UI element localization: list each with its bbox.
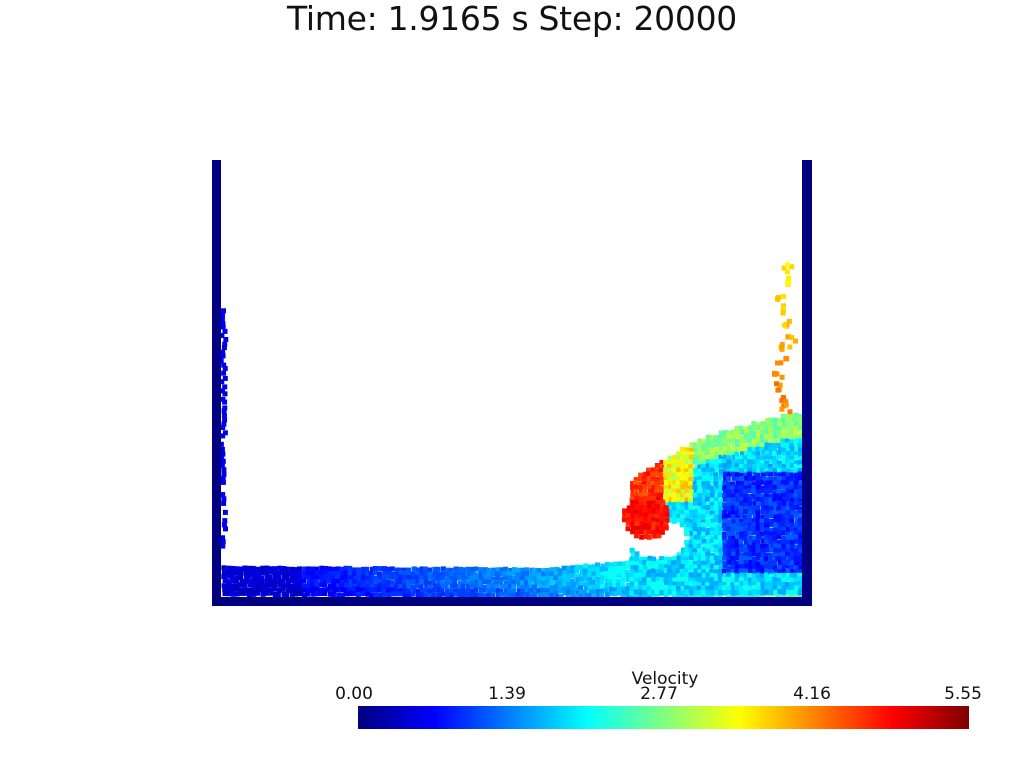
colorbar-tick-3: 4.16 — [793, 684, 831, 704]
colorbar-tick-1: 1.39 — [488, 684, 526, 704]
tank-right-wall — [802, 160, 812, 606]
colorbar-tick-4: 5.55 — [944, 684, 982, 704]
fluid-particles — [218, 262, 804, 601]
colorbar-title: Velocity — [631, 669, 699, 689]
colorbar-tick-0: 0.00 — [335, 684, 373, 704]
velocity-colorbar — [358, 706, 969, 729]
tank-floor — [212, 597, 812, 606]
colorbar-tick-2: 2.77 — [640, 684, 678, 704]
simulation-title: Time: 1.9165 s Step: 20000 — [287, 0, 737, 38]
tank-left-wall — [212, 160, 221, 606]
tank-walls — [212, 160, 812, 606]
